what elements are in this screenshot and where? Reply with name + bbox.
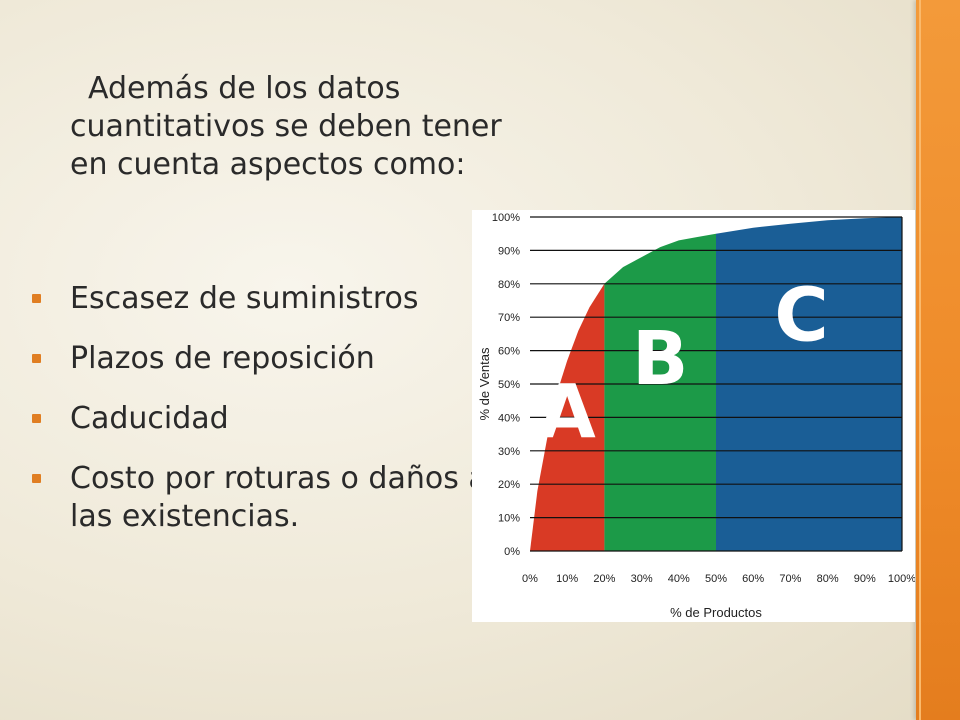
x-tick-label: 60% <box>742 573 764 585</box>
x-axis-title: % de Productos <box>670 605 762 620</box>
intro-text: Además de los datos cuantitativos se debe… <box>70 70 520 184</box>
y-tick-label: 0% <box>504 546 520 558</box>
decorative-sidebar <box>916 0 960 720</box>
intro-rest: cuantitativos se deben tener en cuenta a… <box>70 109 502 182</box>
x-tick-label: 70% <box>779 573 801 585</box>
bullet-text: Costo por roturas o daños a las existenc… <box>70 461 487 534</box>
bullet-item: Escasez de suministros <box>32 280 502 318</box>
bullet-icon <box>32 474 41 483</box>
bullet-item: Costo por roturas o daños a las existenc… <box>32 460 502 536</box>
abc-chart: 0% 10% 20% 30% 40% 50% 60% 70% 80% 90% 100% 0% 10% 20… <box>472 210 916 622</box>
y-tick-label: 60% <box>498 346 520 358</box>
bullet-icon <box>32 294 41 303</box>
x-tick-label: 50% <box>705 573 727 585</box>
y-tick-label: 30% <box>498 446 520 458</box>
x-tick-label: 40% <box>668 573 690 585</box>
bullet-item: Caducidad <box>32 400 502 438</box>
y-tick-label: 20% <box>498 479 520 491</box>
y-tick-label: 90% <box>498 245 520 257</box>
abc-chart-svg: 0% 10% 20% 30% 40% 50% 60% 70% 80% 90% 100% 0% 10% 20… <box>477 212 916 620</box>
bullet-icon <box>32 354 41 363</box>
y-tick-label: 80% <box>498 279 520 291</box>
zone-label-c: C <box>774 273 828 359</box>
y-tick-label: 70% <box>498 312 520 324</box>
x-tick-label: 100% <box>888 573 915 585</box>
x-tick-label: 90% <box>854 573 876 585</box>
zone-label-b: B <box>632 316 688 402</box>
bullet-icon <box>32 414 41 423</box>
y-tick-label: 40% <box>498 412 520 424</box>
y-tick-label: 10% <box>498 513 520 525</box>
bullet-text: Caducidad <box>70 401 229 436</box>
y-axis-title: % de Ventas <box>477 347 492 420</box>
bullet-text: Escasez de suministros <box>70 281 419 316</box>
x-tick-label: 30% <box>631 573 653 585</box>
y-tick-label: 50% <box>498 379 520 391</box>
y-tick-label: 100% <box>492 212 520 224</box>
x-tick-label: 10% <box>556 573 578 585</box>
bullet-list: Escasez de suministros Plazos de reposic… <box>32 280 502 558</box>
x-tick-label: 20% <box>593 573 615 585</box>
zone-label-a: A <box>539 369 596 455</box>
bullet-item: Plazos de reposición <box>32 340 502 378</box>
sidebar-highlight <box>919 0 921 720</box>
zone-area-b <box>604 233 716 551</box>
bullet-text: Plazos de reposición <box>70 341 375 376</box>
x-tick-label: 0% <box>522 573 538 585</box>
x-tick-label: 80% <box>817 573 839 585</box>
intro-first-line: Además de los datos <box>88 71 401 106</box>
